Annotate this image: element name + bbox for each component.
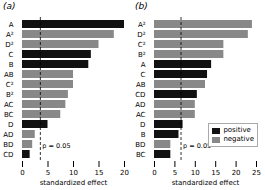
svg-text:A: A bbox=[9, 21, 14, 29]
svg-text:D²: D² bbox=[5, 41, 13, 49]
svg-text:5: 5 bbox=[173, 169, 177, 177]
svg-text:C: C bbox=[141, 71, 146, 79]
svg-text:CD: CD bbox=[135, 91, 145, 99]
svg-text:C: C bbox=[9, 51, 14, 59]
svg-text:B: B bbox=[9, 61, 14, 69]
svg-text:B²: B² bbox=[138, 51, 146, 59]
svg-text:AC: AC bbox=[4, 101, 14, 109]
svg-text:20: 20 bbox=[232, 169, 241, 177]
svg-text:5: 5 bbox=[46, 169, 50, 177]
svg-text:15: 15 bbox=[95, 169, 104, 177]
svg-text:C²: C² bbox=[138, 41, 146, 49]
svg-text:CD: CD bbox=[3, 151, 13, 159]
svg-text:A²: A² bbox=[138, 21, 146, 29]
svg-text:p = 0.05: p = 0.05 bbox=[183, 142, 211, 150]
svg-text:D: D bbox=[8, 121, 13, 129]
svg-text:25: 25 bbox=[252, 169, 261, 177]
svg-text:BD: BD bbox=[3, 141, 13, 149]
svg-text:A: A bbox=[141, 61, 146, 69]
svg-text:BC: BC bbox=[136, 151, 146, 159]
svg-text:B: B bbox=[141, 131, 146, 139]
svg-text:C²: C² bbox=[6, 81, 14, 89]
svg-text:p = 0.05: p = 0.05 bbox=[42, 142, 70, 150]
svg-text:D²: D² bbox=[137, 31, 145, 39]
html-text:(b): (b) bbox=[135, 1, 148, 11]
html-text:positive: positive bbox=[223, 126, 251, 134]
svg-text:standardized effect: standardized effect bbox=[172, 179, 240, 187]
html-text:(a): (a) bbox=[3, 1, 16, 11]
svg-text:10: 10 bbox=[191, 169, 200, 177]
svg-text:standardized effect: standardized effect bbox=[40, 179, 108, 187]
svg-text:B²: B² bbox=[6, 91, 14, 99]
svg-text:BC: BC bbox=[4, 111, 14, 119]
svg-text:AD: AD bbox=[3, 131, 13, 139]
svg-text:20: 20 bbox=[120, 169, 129, 177]
svg-text:AB: AB bbox=[4, 71, 14, 79]
svg-text:10: 10 bbox=[69, 169, 78, 177]
svg-text:AB: AB bbox=[136, 81, 146, 89]
svg-text:15: 15 bbox=[211, 169, 220, 177]
svg-text:AD: AD bbox=[135, 101, 145, 109]
svg-text:BD: BD bbox=[135, 141, 145, 149]
html-text:negative: negative bbox=[223, 135, 254, 143]
svg-text:AC: AC bbox=[136, 111, 146, 119]
svg-text:0: 0 bbox=[152, 169, 156, 177]
svg-text:A²: A² bbox=[6, 31, 14, 39]
svg-text:D: D bbox=[140, 121, 145, 129]
svg-text:0: 0 bbox=[20, 169, 24, 177]
